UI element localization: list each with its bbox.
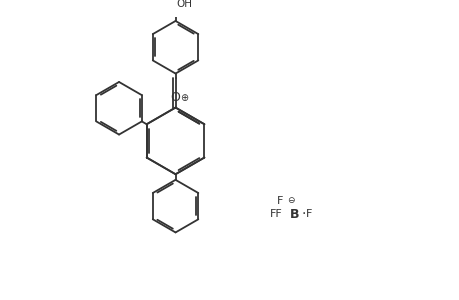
Text: ·: · [301, 207, 305, 221]
Text: FF: FF [269, 209, 281, 219]
Text: ⊖: ⊖ [286, 196, 294, 206]
Text: O: O [170, 91, 180, 104]
Text: ⊕: ⊕ [179, 93, 188, 103]
Text: B: B [290, 208, 299, 220]
Text: F: F [305, 209, 312, 219]
Text: F: F [276, 196, 283, 206]
Text: OH: OH [176, 0, 192, 9]
